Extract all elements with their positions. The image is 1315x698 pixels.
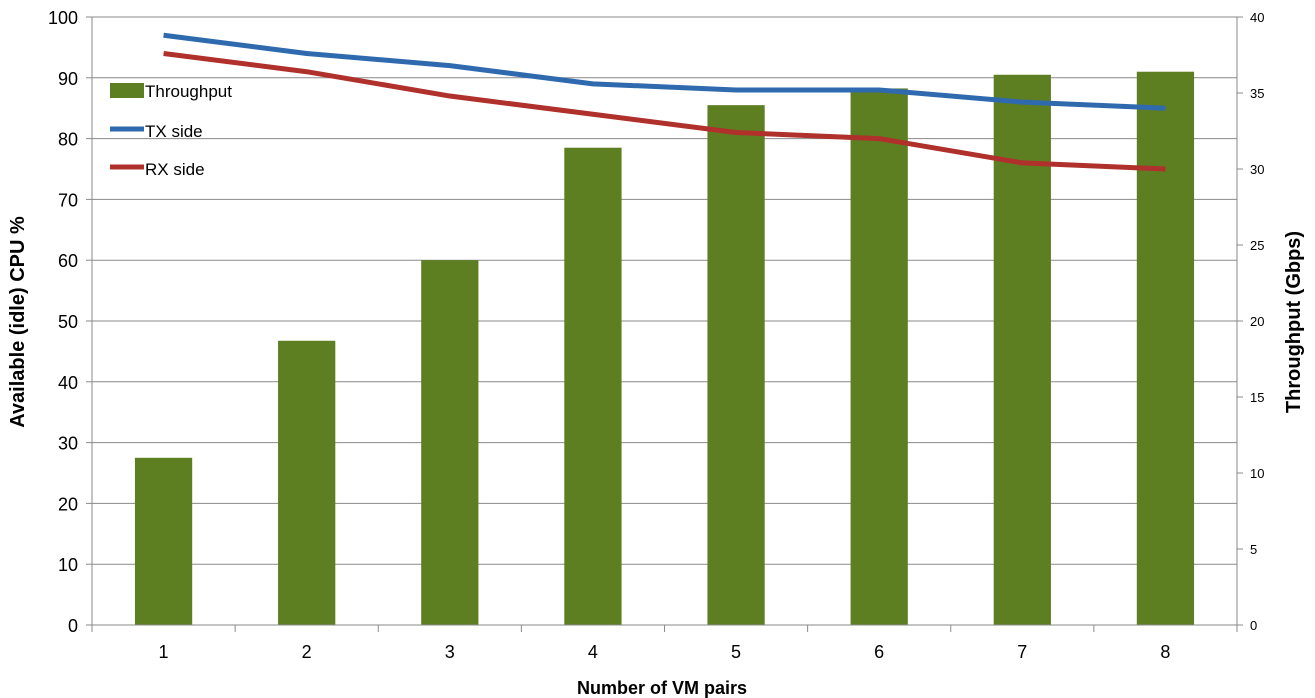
legend-label-tx-side: TX side bbox=[145, 122, 203, 141]
x-axis-title: Number of VM pairs bbox=[577, 678, 747, 698]
y2-tick-label: 35 bbox=[1250, 86, 1264, 101]
y-tick-label: 90 bbox=[58, 69, 78, 89]
y2-tick-label: 15 bbox=[1250, 390, 1264, 405]
gridlines bbox=[92, 16, 1237, 565]
throughput-bar bbox=[1136, 71, 1195, 626]
y-tick-label: 30 bbox=[58, 434, 78, 454]
y2-tick-label: 5 bbox=[1250, 542, 1257, 557]
x-tick-label: 1 bbox=[159, 642, 169, 662]
legend-label-throughput: Throughput bbox=[145, 82, 232, 101]
x-tick-label: 5 bbox=[731, 642, 741, 662]
throughput-bar bbox=[134, 457, 193, 625]
throughput-bar bbox=[421, 260, 479, 625]
y2-tick-label: 0 bbox=[1250, 618, 1257, 633]
y2-tick-label: 10 bbox=[1250, 466, 1264, 481]
throughput-bar bbox=[993, 74, 1051, 625]
throughput-bar bbox=[707, 105, 765, 625]
rx-side-line bbox=[163, 51, 1166, 172]
legend-label-rx-side: RX side bbox=[145, 160, 205, 179]
y2-axis-title: Throughput (Gbps) bbox=[1283, 231, 1305, 413]
y-tick-label: 40 bbox=[58, 373, 78, 393]
y-axis-title: Available (idle) CPU % bbox=[7, 216, 29, 428]
x-tick-label: 6 bbox=[874, 642, 884, 662]
y-tick-label: 0 bbox=[68, 616, 78, 636]
legend: Throughput TX side RX side bbox=[110, 82, 232, 179]
x-tick-label: 2 bbox=[302, 642, 312, 662]
throughput-bars bbox=[134, 71, 1195, 626]
y-tick-label: 80 bbox=[58, 130, 78, 150]
x-tick-label: 7 bbox=[1017, 642, 1027, 662]
x-tick-label: 3 bbox=[445, 642, 455, 662]
y-tick-label: 20 bbox=[58, 494, 78, 514]
y-tick-label: 10 bbox=[58, 555, 78, 575]
x-tick-label: 4 bbox=[588, 642, 598, 662]
y-tick-label: 70 bbox=[58, 190, 78, 210]
x-tick-label: 8 bbox=[1160, 642, 1170, 662]
throughput-bar bbox=[850, 88, 908, 625]
y2-tick-label: 40 bbox=[1250, 10, 1264, 25]
y-tick-label: 60 bbox=[58, 251, 78, 271]
axes bbox=[86, 16, 1243, 632]
y2-tick-label: 20 bbox=[1250, 314, 1264, 329]
y-tick-label: 100 bbox=[48, 8, 78, 28]
y-tick-label: 50 bbox=[58, 312, 78, 332]
throughput-bar bbox=[564, 147, 622, 625]
legend-swatch-throughput bbox=[110, 83, 144, 98]
cpu-lines bbox=[163, 32, 1166, 172]
y2-tick-label: 25 bbox=[1250, 238, 1264, 253]
y2-tick-label: 30 bbox=[1250, 162, 1264, 177]
throughput-bar bbox=[278, 340, 336, 625]
tx-side-line bbox=[163, 32, 1166, 111]
